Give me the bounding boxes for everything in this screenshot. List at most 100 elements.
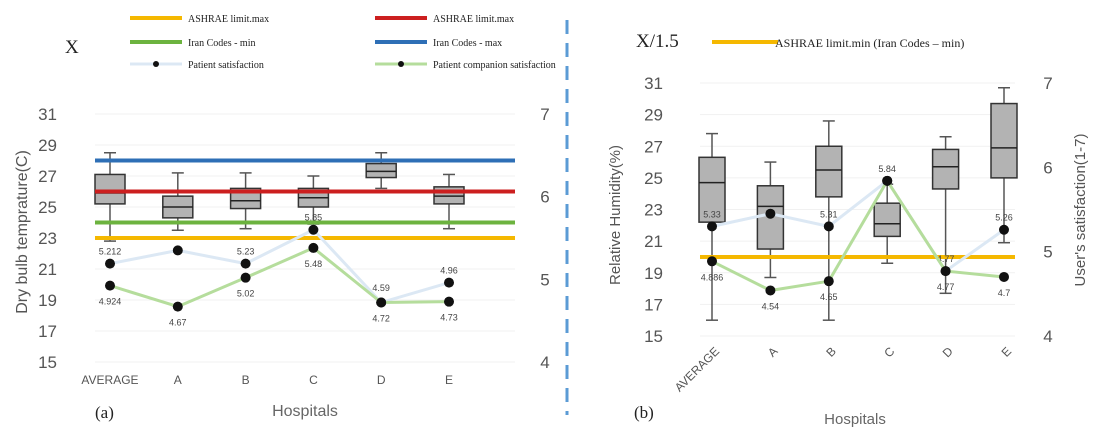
y-tick-label: 25 [38, 198, 57, 217]
y-tick-label: 15 [644, 327, 663, 346]
box-iqr [433, 186, 465, 205]
satisfaction-point [308, 224, 319, 235]
x-tick-label: B [823, 344, 839, 360]
y2-tick-label: 7 [1043, 74, 1052, 93]
satisfaction-data-label: 4.7 [998, 288, 1011, 298]
satisfaction-data-label: 4.924 [99, 297, 122, 307]
satisfaction-data-label: 5.212 [99, 247, 122, 257]
satisfaction-point [940, 266, 951, 277]
panel-b-corner-label: X/1.5 [636, 31, 679, 52]
legend-label: ASHRAE limit.max [433, 14, 514, 25]
panel-b-y-axis-title: Relative Humidity(%) [607, 145, 624, 285]
satisfaction-data-label: 4.59 [372, 283, 390, 293]
panel-b-tag: (b) [634, 403, 654, 422]
y-tick-label: 17 [644, 295, 663, 314]
legend-label: Patient companion satisfaction [433, 60, 556, 71]
panel-a-legend: ASHRAE limit.max ASHRAE limit.max Iran Cod… [130, 14, 556, 71]
satisfaction-data-label: 5.33 [703, 209, 721, 219]
y2-tick-label: 4 [1043, 327, 1052, 346]
satisfaction-data-label: 5.31 [820, 209, 838, 219]
y-tick-label: 31 [644, 74, 663, 93]
y-tick-label: 25 [644, 169, 663, 188]
box-iqr [815, 145, 843, 198]
x-tick-label: C [309, 373, 318, 387]
panel-a-corner-label: X [65, 37, 79, 58]
y-tick-label: 29 [38, 136, 57, 155]
x-tick-label: A [174, 373, 182, 387]
legend-marker [153, 61, 159, 67]
satisfaction-data-label: 5.26 [995, 213, 1013, 223]
panel-b-legend: ASHRAE limit.min (Iran Codes – min) [712, 36, 964, 50]
satisfaction-line [711, 179, 1005, 273]
satisfaction-data-label: 5.02 [237, 289, 255, 299]
y-tick-label: 31 [38, 105, 57, 124]
satisfaction-point [376, 297, 387, 308]
satisfaction-point [308, 242, 319, 253]
satisfaction-line [109, 246, 450, 309]
satisfaction-point [765, 208, 776, 219]
box-iqr [94, 173, 126, 205]
satisfaction-data-label: 5.48 [305, 259, 323, 269]
x-tick-label: D [377, 373, 386, 387]
satisfaction-data-label: 4.77 [937, 254, 955, 264]
satisfaction-point [707, 256, 717, 267]
y-tick-label: 17 [38, 322, 57, 341]
satisfaction-point [172, 301, 183, 312]
y-tick-label: 29 [644, 106, 663, 125]
legend-marker [398, 61, 404, 67]
satisfaction-point [999, 224, 1009, 235]
satisfaction-data-label: 4.72 [372, 313, 390, 323]
panel-b-x-axis-title: Hospitals [824, 411, 886, 428]
satisfaction-point [172, 245, 183, 256]
box-iqr [873, 202, 901, 238]
y-tick-label: 19 [644, 264, 663, 283]
satisfaction-data-label: 5.23 [237, 247, 255, 257]
satisfaction-point [444, 277, 454, 288]
y2-tick-label: 5 [540, 270, 549, 289]
x-tick-label: A [765, 344, 781, 360]
satisfaction-data-label: 5.84 [878, 164, 896, 174]
panel-b-y2-axis-title: User's satisfaction(1-7) [1072, 134, 1089, 287]
satisfaction-point [823, 276, 834, 287]
satisfaction-data-label: 4.77 [937, 282, 955, 292]
legend-label: Iran Codes - max [433, 38, 502, 49]
satisfaction-point [240, 272, 251, 283]
x-tick-label: AVERAGE [81, 373, 138, 387]
satisfaction-data-label: 4.65 [820, 292, 838, 302]
satisfaction-line [109, 228, 450, 304]
box-iqr [931, 148, 960, 190]
panel-a-y-axis-title: Dry bulb temprature(C) [14, 150, 31, 314]
x-tick-label: AVERAGE [672, 344, 722, 394]
legend-label: ASHRAE limit.min (Iran Codes – min) [775, 36, 964, 50]
y-tick-label: 19 [38, 291, 57, 310]
x-tick-label: C [881, 344, 897, 360]
satisfaction-point [999, 271, 1009, 282]
x-tick-label: E [999, 344, 1015, 360]
box-iqr [365, 162, 397, 179]
y2-tick-label: 5 [1043, 243, 1052, 262]
panel-b-plot: 15 17 19 21 23 25 27 29 31 4 5 6 7 AVERAGE A B C D E 5.33 5.… [644, 74, 1053, 395]
satisfaction-point [882, 175, 893, 186]
y-tick-label: 23 [38, 229, 57, 248]
x-tick-label: E [445, 373, 453, 387]
satisfaction-point [105, 280, 115, 291]
satisfaction-line [711, 179, 1005, 292]
satisfaction-data-label: 4.886 [701, 272, 724, 282]
satisfaction-data-label: 4.67 [169, 318, 187, 328]
y2-tick-label: 7 [540, 105, 549, 124]
satisfaction-point [444, 296, 454, 307]
y-tick-label: 27 [644, 137, 663, 156]
satisfaction-point [707, 221, 717, 232]
y2-tick-label: 4 [540, 353, 549, 372]
y-tick-label: 21 [38, 260, 57, 279]
panel-a-tag: (a) [95, 403, 114, 422]
legend-label: Iran Codes - min [188, 38, 256, 49]
x-tick-label: D [940, 344, 956, 360]
satisfaction-point [765, 285, 776, 296]
y-tick-label: 21 [644, 232, 663, 251]
satisfaction-point [105, 258, 115, 269]
legend-label: Patient satisfaction [188, 60, 264, 71]
satisfaction-data-label: 4.73 [440, 313, 458, 323]
satisfaction-point [823, 221, 834, 232]
